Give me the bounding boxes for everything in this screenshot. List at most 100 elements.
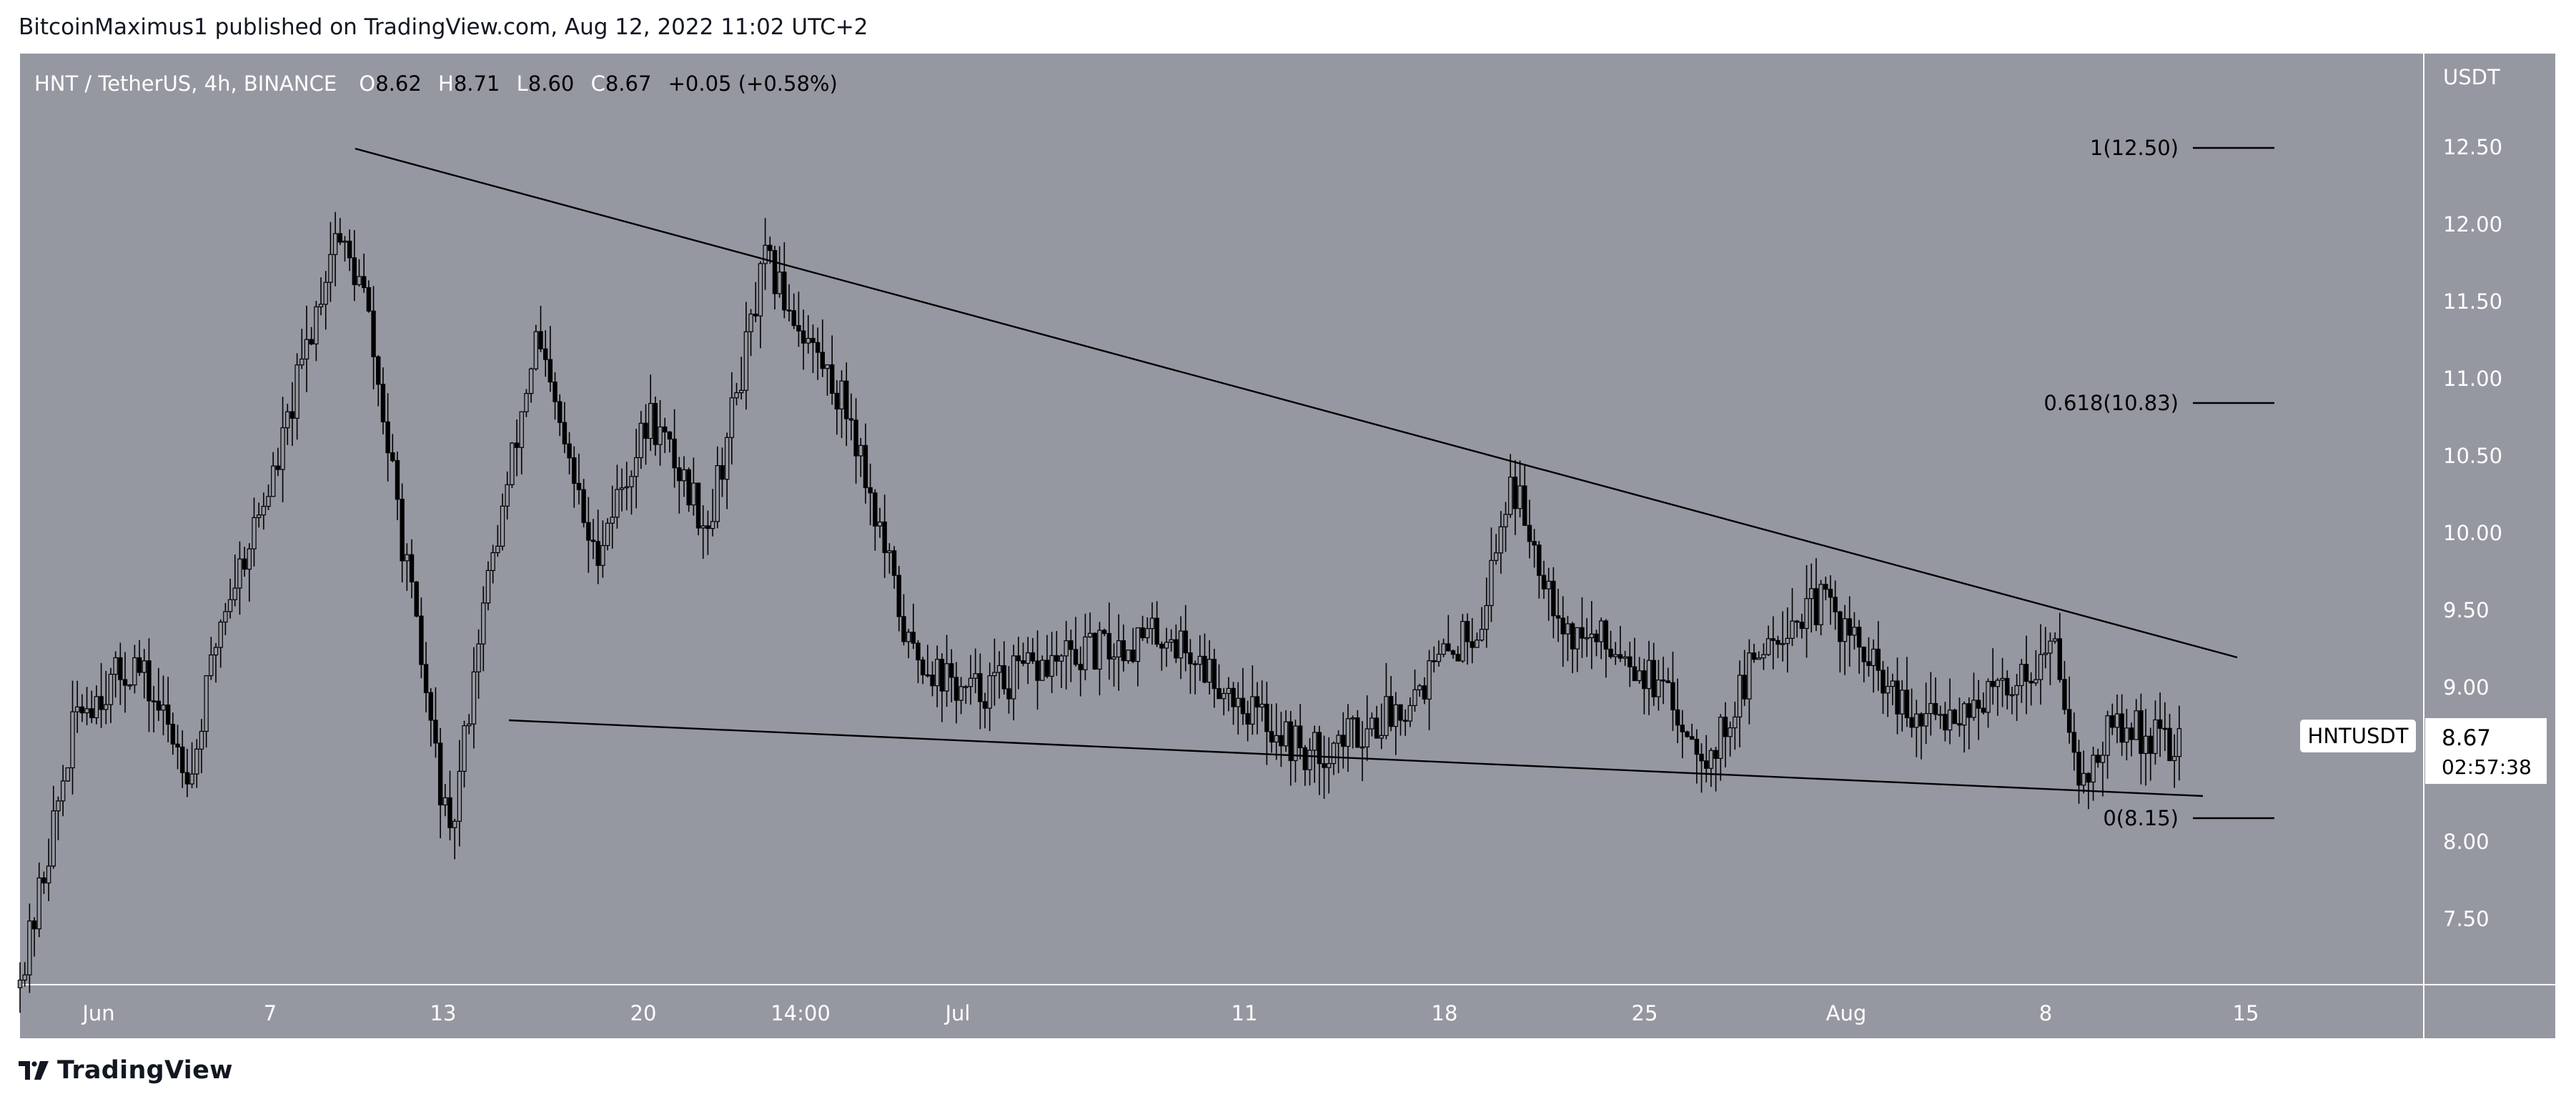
candle-body-down [1188,652,1193,665]
candle [519,411,524,474]
candle [1938,705,1943,730]
candle [1145,617,1150,644]
tradingview-logo[interactable]: TradingView [19,1056,233,1085]
candle-body-down [1374,717,1379,739]
candle-body-up [1135,627,1141,662]
candle [1966,697,1971,750]
chart-pane[interactable] [20,54,2424,985]
candle-body-down [1742,675,1747,700]
candle-body-down [1388,696,1394,727]
candle-body-down [99,696,104,710]
candle [925,645,931,678]
candle-body-up [1364,728,1369,747]
candle [357,259,362,287]
candle-body-up [1097,630,1102,670]
candle-body-down [1957,723,1962,726]
candle-body-down [2139,710,2144,755]
candle-body-down [1909,717,1914,728]
candle [385,393,390,482]
candle [495,524,500,557]
candle [1245,700,1250,742]
candle-body-down [1231,687,1236,707]
candle [2033,650,2038,686]
time-axis-pane[interactable] [20,985,2424,1038]
candle [1785,607,1790,673]
time-tick-label: 15 [2233,1001,2259,1025]
candle-body-up [1852,627,1857,636]
candle-body-down [1918,713,1924,727]
candle [1551,567,1556,639]
candle-body-up [1733,716,1738,729]
fib-level-0618[interactable]: 0.618(10.83) [2044,391,2274,415]
candle [1236,682,1241,735]
resistance-trendline[interactable] [355,147,2238,659]
candle [868,463,873,526]
candle [2157,692,2163,757]
support-trendline[interactable] [508,719,2204,797]
candle-body-down [548,359,553,383]
candle [619,468,625,512]
price-tick-label: 7.50 [2443,907,2490,931]
candle-body-up [204,675,209,732]
candle-body-up [471,671,477,725]
candle [1417,684,1422,697]
candle [1904,657,1910,727]
candle [99,662,104,728]
candle-body-up [318,304,324,308]
fib-level-1[interactable]: 1(12.50) [2090,136,2274,160]
candle-body-up [877,521,883,527]
candle-body-up [218,621,223,648]
candle [476,629,481,699]
candle-body-down [1933,702,1938,715]
last-price-tag[interactable]: HNTUSDT 8.67 02:57:38 [2300,718,2547,784]
candle [1900,680,1905,732]
candle-body-up [1059,655,1064,662]
candle-body-up [1087,632,1093,638]
price-tag-countdown: 02:57:38 [2442,755,2532,779]
candle [681,456,687,497]
candle [720,447,725,497]
candle-body-up [2124,727,2129,743]
candle [514,419,520,477]
candle-body-down [576,482,582,490]
time-tick-label: Aug [1826,1001,1867,1025]
candle [748,309,753,357]
candle [543,330,548,377]
candle-body-up [2153,719,2158,755]
candle [1598,617,1604,660]
fib-level-0[interactable]: 0(8.15) [2103,806,2274,830]
candle [1603,619,1609,678]
symbol-tag-text: HNTUSDT [2308,724,2409,748]
legend-low-label: L [517,71,528,96]
candle-body-down [1288,721,1293,762]
candle-body-down [400,499,405,562]
candle [1838,610,1843,673]
candle-body-up [2176,728,2182,757]
candle [1322,735,1327,799]
candle [853,398,858,484]
candle-body-up [1350,717,1355,720]
candle [490,544,495,584]
candle-body-down [2162,727,2168,730]
candle-body-up [858,444,863,457]
price-axis-pane[interactable] [2424,54,2555,985]
candle [1804,565,1809,658]
candle [1250,665,1255,735]
candle-body-down [1580,627,1585,639]
candle [218,619,223,668]
candle [590,519,596,560]
candle-body-up [2038,654,2044,680]
candle [777,246,782,298]
candle-body-up [1589,633,1595,639]
candle [734,382,739,406]
candle [318,277,324,316]
candle-body-down [1632,666,1638,682]
candle-body-down [1073,649,1079,665]
candle [834,379,840,435]
candle [285,404,290,445]
candle-body-down [1140,627,1145,639]
candle-body-up [1914,713,1919,728]
candle-body-down [1642,670,1647,690]
candle [1914,700,1919,757]
